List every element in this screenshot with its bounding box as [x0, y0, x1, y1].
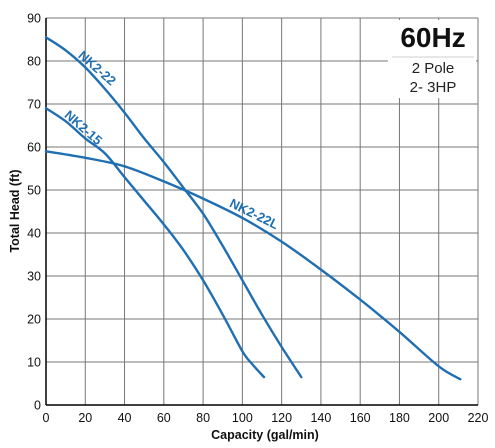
- series-line-nk2-22: [44, 36, 303, 379]
- y-tick-label: 70: [27, 98, 41, 112]
- y-axis-title: Total Head (ft): [8, 169, 22, 252]
- x-tick-label: 140: [310, 411, 331, 425]
- y-tick-label: 40: [27, 227, 41, 241]
- legend-line-hp: 2- 3HP: [410, 79, 457, 96]
- x-tick-label: 120: [271, 411, 292, 425]
- y-tick-label: 10: [27, 356, 41, 370]
- x-tick-label: 200: [428, 411, 449, 425]
- legend-title: 60Hz: [400, 22, 465, 53]
- y-tick-label: 30: [27, 270, 41, 284]
- x-tick-label: 80: [196, 411, 210, 425]
- x-axis-title: Capacity (gal/min): [211, 428, 319, 442]
- y-tick-label: 60: [27, 141, 41, 155]
- y-tick-label: 50: [27, 184, 41, 198]
- series-line-nk2-22l: [44, 150, 462, 381]
- x-tick-label: 40: [118, 411, 132, 425]
- x-tick-label: 100: [232, 411, 253, 425]
- series-label-nk2-15: NK2-15: [62, 107, 106, 148]
- legend-box: 60Hz 2 Pole 2- 3HP: [388, 20, 476, 98]
- y-tick-label: 80: [27, 55, 41, 69]
- x-tick-label: 180: [389, 411, 410, 425]
- series-line-nk2-15: [44, 107, 266, 379]
- y-tick-label: 90: [27, 12, 41, 26]
- y-tick-label: 20: [27, 313, 41, 327]
- grid-layer: [46, 17, 479, 405]
- series-layer: [44, 36, 462, 381]
- legend-line-pole: 2 Pole: [412, 60, 455, 77]
- x-tick-label: 60: [157, 411, 171, 425]
- legend-background: [388, 20, 476, 98]
- x-tick-label: 20: [78, 411, 92, 425]
- x-tick-label: 160: [350, 411, 371, 425]
- series-label-nk2-22: NK2-22: [75, 48, 119, 89]
- axis-layer: 0 20 40 60 80 100 120 140 160 180 200 220 0 10 20 30 40 5…: [27, 12, 488, 426]
- y-tick-label: 0: [34, 399, 41, 413]
- x-tick-label: 0: [43, 411, 50, 425]
- x-tick-label: 220: [468, 411, 489, 425]
